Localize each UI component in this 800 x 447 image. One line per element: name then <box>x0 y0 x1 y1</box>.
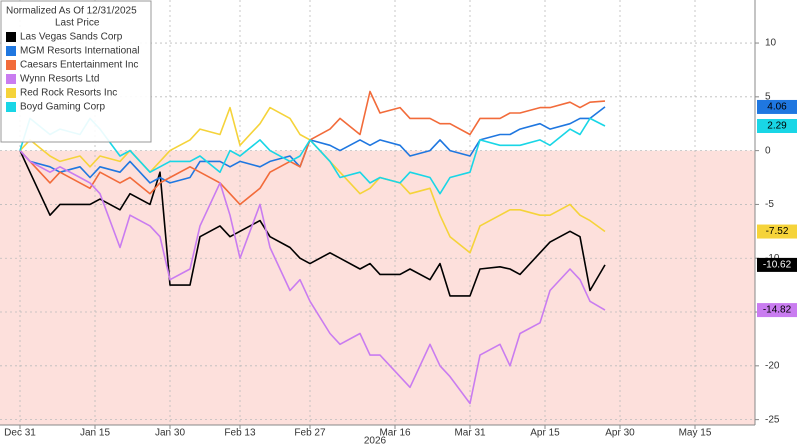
y-tick-label: 10 <box>765 38 777 49</box>
year-label: 2026 <box>364 436 387 447</box>
legend-swatch <box>6 74 16 84</box>
end-label: 2.29 <box>767 121 787 132</box>
y-tick-label: -5 <box>765 199 774 210</box>
lines <box>19 90 606 405</box>
legend-swatch <box>6 46 16 56</box>
legend: Normalized As Of 12/31/2025 Last Price L… <box>0 0 152 143</box>
legend-label: Boyd Gaming Corp <box>20 102 105 113</box>
background <box>0 150 755 425</box>
end-label: -14.82 <box>763 305 792 316</box>
end-label: -7.52 <box>766 226 789 237</box>
x-tick-label: Dec 31 <box>4 428 36 439</box>
legend-label: MGM Resorts International <box>20 46 140 57</box>
series-line <box>19 150 606 297</box>
x-tick-label: Jan 30 <box>155 428 185 439</box>
x-tick-label: Feb 13 <box>224 428 256 439</box>
y-tick-label: 5 <box>765 91 771 102</box>
end-label: -10.62 <box>763 260 792 271</box>
end-label-box <box>757 118 797 133</box>
end-label-box <box>757 99 797 114</box>
legend-swatch <box>6 60 16 70</box>
x-tick-label: Apr 15 <box>530 428 560 439</box>
end-label: 4.06 <box>767 102 787 113</box>
chart-title: Normalized As Of 12/31/2025 <box>6 6 137 17</box>
legend-box <box>0 0 152 143</box>
y-tick-label: 0 <box>765 145 771 156</box>
legend-swatch <box>6 88 16 98</box>
x-tick-label: Jan 15 <box>80 428 110 439</box>
y-tick-label: -20 <box>765 360 780 371</box>
end-label-box <box>757 257 797 272</box>
chart-subtitle: Last Price <box>55 18 100 29</box>
legend-swatch <box>6 102 16 112</box>
x-tick-label: May 15 <box>679 428 712 439</box>
x-tick-label: Apr 30 <box>605 428 635 439</box>
legend-label: Caesars Entertainment Inc <box>20 60 138 71</box>
negative-region <box>0 150 755 425</box>
end-label-box <box>757 303 797 318</box>
series-line <box>19 117 606 195</box>
x-tick-label: Mar 31 <box>454 428 486 439</box>
legend-label: Wynn Resorts Ltd <box>20 74 99 85</box>
legend-label: Red Rock Resorts Inc <box>20 88 117 99</box>
y-tick-label: -25 <box>765 414 780 425</box>
legend-label: Las Vegas Sands Corp <box>20 32 123 43</box>
x-tick-label: Mar 16 <box>379 428 411 439</box>
series-line <box>19 150 606 405</box>
legend-swatch <box>6 32 16 42</box>
end-label-box <box>757 224 797 239</box>
x-tick-label: Feb 27 <box>294 428 326 439</box>
